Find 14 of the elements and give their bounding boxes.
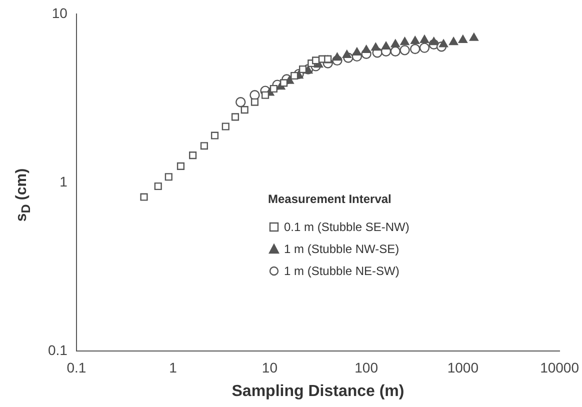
x-tick-label: 100: [354, 359, 378, 376]
x-tick-label: 1: [169, 359, 178, 376]
legend-label: 0.1 m (Stubble SE-NW): [284, 220, 410, 234]
x-axis-title: Sampling Distance (m): [232, 382, 404, 400]
x-tick-label: 0.1: [66, 359, 86, 376]
legend-label: 1 m (Stubble NE-SW): [284, 264, 400, 278]
x-tick-label: 1000: [447, 359, 479, 376]
y-tick-label: 10: [52, 4, 68, 21]
legend-label: 1 m (Stubble NW-SE): [284, 242, 400, 256]
x-tick-label: 10000: [540, 359, 580, 376]
legend-title: Measurement Interval: [268, 192, 392, 206]
x-tick-label: 10: [262, 359, 278, 376]
y-tick-label: 1: [60, 173, 68, 190]
y-tick-label: 0.1: [48, 342, 68, 358]
